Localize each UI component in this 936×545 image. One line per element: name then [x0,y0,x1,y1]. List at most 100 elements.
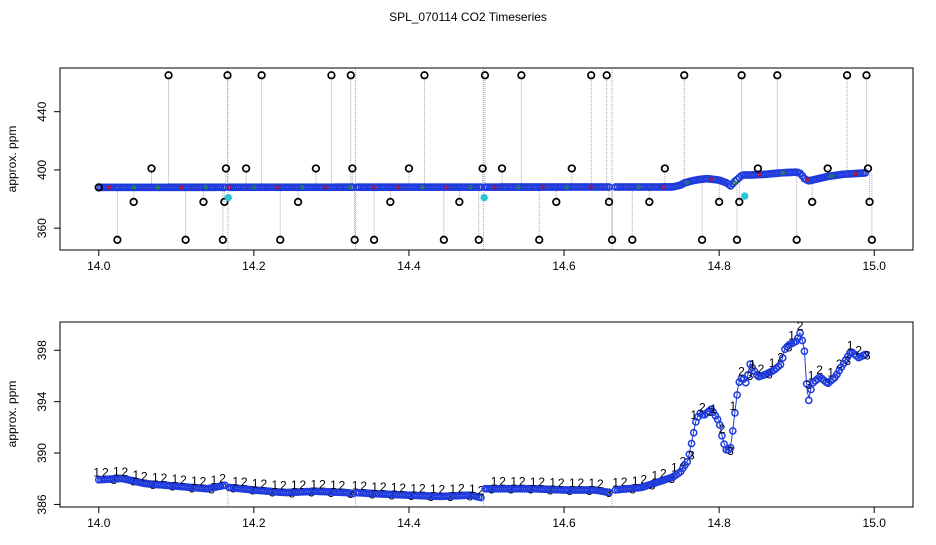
panel-bottom-y-tick-label: 390 [35,443,49,463]
series-digit-marker: 2 [577,476,584,490]
outlier-point [823,164,832,173]
panel-bottom-y-tick-label: 398 [35,340,49,360]
series-digit-marker: 2 [855,344,862,358]
series-digit-marker: 3 [230,482,237,496]
series-digit-marker: 2 [300,478,307,492]
panel-top-x-tick-label: 14.2 [242,259,266,273]
series-digit-marker: 1 [788,329,795,343]
outlier-point [497,164,507,173]
outlier-point [660,164,670,173]
series-digit-marker: 3 [566,484,573,498]
series-digit-marker: 1 [827,365,834,379]
series-digit-marker: 3 [427,490,434,504]
baseline-accent-point [708,176,713,181]
series-digit-marker: 1 [430,482,437,496]
panel-bottom-y-axis: 386 390 394 398 [35,340,60,514]
series-digit-marker: 1 [271,478,278,492]
panel-top: 14.0 14.2 14.4 14.6 14.8 15.0 360 400 440 appro… [5,67,914,273]
series-point [477,493,485,502]
flagged-point [224,193,232,202]
series-digit-marker: 1 [730,399,737,413]
series-digit-marker: 3 [369,487,376,501]
series-digit-marker: 2 [597,477,604,491]
baseline-accent-point [131,185,136,190]
outlier-point [218,235,227,244]
series-digit-marker: 3 [150,478,157,492]
series-digit-marker: 1 [291,478,298,492]
series-digit-marker: 2 [797,319,804,333]
baseline-accent-point [540,185,545,190]
baseline-accent-point [636,184,641,189]
series-point [776,360,785,369]
outlier-point [602,71,611,80]
series-digit-marker: 1 [391,481,398,495]
baseline-accent-point [444,185,449,190]
series-digit-marker: 1 [252,476,259,490]
panel-bottom-y-label: approx. ppm [5,381,19,448]
series-point [685,450,694,459]
panel-top-x-tick-label: 14.8 [707,259,731,273]
outlier-point [865,197,874,207]
outlier-point [94,183,103,192]
series-digit-marker: 2 [836,357,843,371]
series-point [778,354,787,362]
panel-bottom-x-tick-label: 14.6 [552,516,576,530]
series-digit-marker: 1 [469,482,476,496]
panel-bottom-x-tick-label: 15.0 [863,516,887,530]
series-digit-marker: 2 [499,475,506,489]
outlier-point [455,197,464,207]
outlier-point [386,197,395,207]
outlier-point [147,164,156,173]
outlier-point [113,235,122,244]
series-digit-marker: 2 [141,469,148,483]
series-digit-marker: 1 [330,478,337,492]
series-point [807,385,815,394]
series-digit-marker: 2 [438,482,445,496]
outlier-point [257,71,266,80]
series-point [715,421,724,429]
series-digit-marker: 1 [510,475,517,489]
series-digit-marker: 1 [113,465,120,479]
baseline-accent-point [756,172,761,177]
series-digit-marker: 2 [738,365,745,379]
series-digit-marker: 2 [621,475,628,489]
flagged-point [741,192,749,200]
series-digit-marker: 2 [816,363,823,377]
series-digit-marker: 2 [319,478,326,492]
outlier-point [552,197,561,207]
outlier-point [350,235,359,244]
series-point [861,350,870,359]
series-point [726,443,735,452]
outlier-point [863,164,873,173]
panel-bottom-x-tick-label: 14.4 [397,516,421,530]
series-digit-marker: 3 [189,481,196,495]
series-point [689,428,698,437]
baseline-accent-point [372,185,377,190]
series-digit-marker: 2 [699,401,706,415]
panel-top-y-axis: 360 400 440 [35,101,60,238]
series-digit-marker: 2 [399,481,406,495]
baseline-accent-point [804,177,809,182]
outlier-point [645,197,654,207]
series-digit-marker: 1 [232,474,239,488]
series-digit-marker: 1 [769,356,776,370]
series-digit-marker: 3 [249,484,256,498]
baseline-accent-point [204,185,209,190]
panel-bottom-x-tick-label: 14.0 [87,516,111,530]
outlier-point [628,235,637,244]
series-digit-marker: 3 [864,348,871,362]
baseline-accent-point [732,180,737,185]
series-digit-marker: 2 [219,472,226,486]
series-point [605,488,613,497]
baseline-accent-point [660,184,665,189]
series-digit-marker: 2 [719,422,726,436]
series-digit-marker: 2 [360,479,367,493]
panel-top-whiskers [116,75,873,240]
baseline-accent-point [396,185,401,190]
panel-top-baseline-points [94,168,870,192]
outlier-point [327,71,336,80]
series-digit-marker: 1 [749,357,756,371]
series-digit-marker: 1 [410,481,417,495]
series-digit-marker: 2 [260,477,267,491]
